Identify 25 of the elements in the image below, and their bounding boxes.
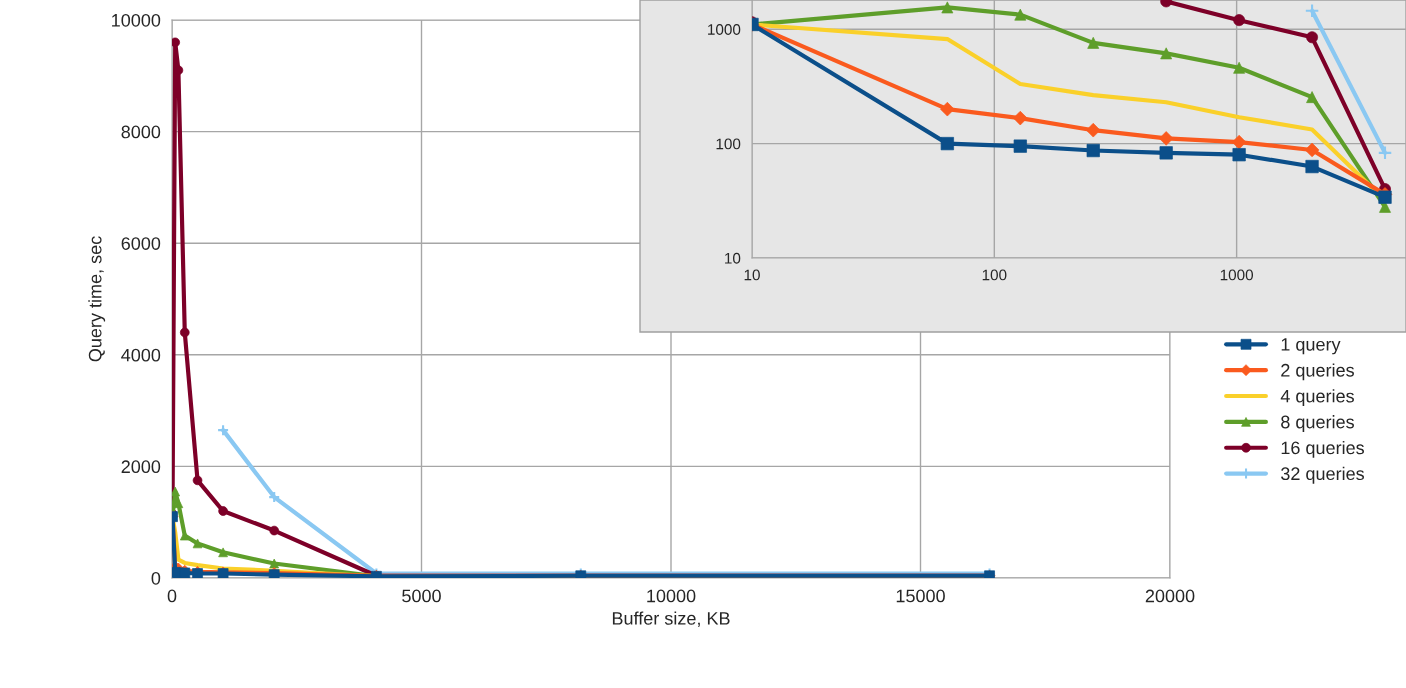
x-tick-label: 0 [167, 589, 177, 603]
y-tick-label: 1000 [708, 24, 741, 35]
y-tick-label: 100 [716, 138, 741, 150]
legend-label: 16 queries [1281, 440, 1364, 458]
x-tick-label: 5000 [402, 589, 441, 603]
y-tick-label: 2000 [121, 460, 161, 474]
y-tick-label: 6000 [121, 237, 161, 250]
y-tick-label: 4000 [121, 348, 161, 362]
legend-label: 32 queries [1281, 466, 1364, 484]
legend-label: 2 queries [1281, 363, 1354, 381]
x-tick-label: 20000 [1145, 589, 1195, 603]
x-tick-label: 100 [982, 269, 1007, 281]
x-axis-title: Buffer size, KB [612, 611, 730, 627]
y-tick-label: 0 [151, 571, 161, 585]
x-tick-label: 15000 [896, 589, 945, 603]
y-tick-label: 10 [725, 252, 741, 264]
x-tick-label: 1000 [1220, 269, 1254, 281]
legend-label: 1 query [1281, 338, 1341, 355]
legend-label: 8 queries [1281, 415, 1354, 432]
y-axis-title: Query time, sec [88, 236, 106, 362]
y-tick-label: 10000 [112, 13, 161, 27]
y-tick-label: 8000 [121, 125, 161, 139]
legend-label: 4 queries [1280, 389, 1354, 407]
x-tick-label: 10000 [647, 589, 696, 603]
x-tick-label: 10 [744, 269, 760, 281]
